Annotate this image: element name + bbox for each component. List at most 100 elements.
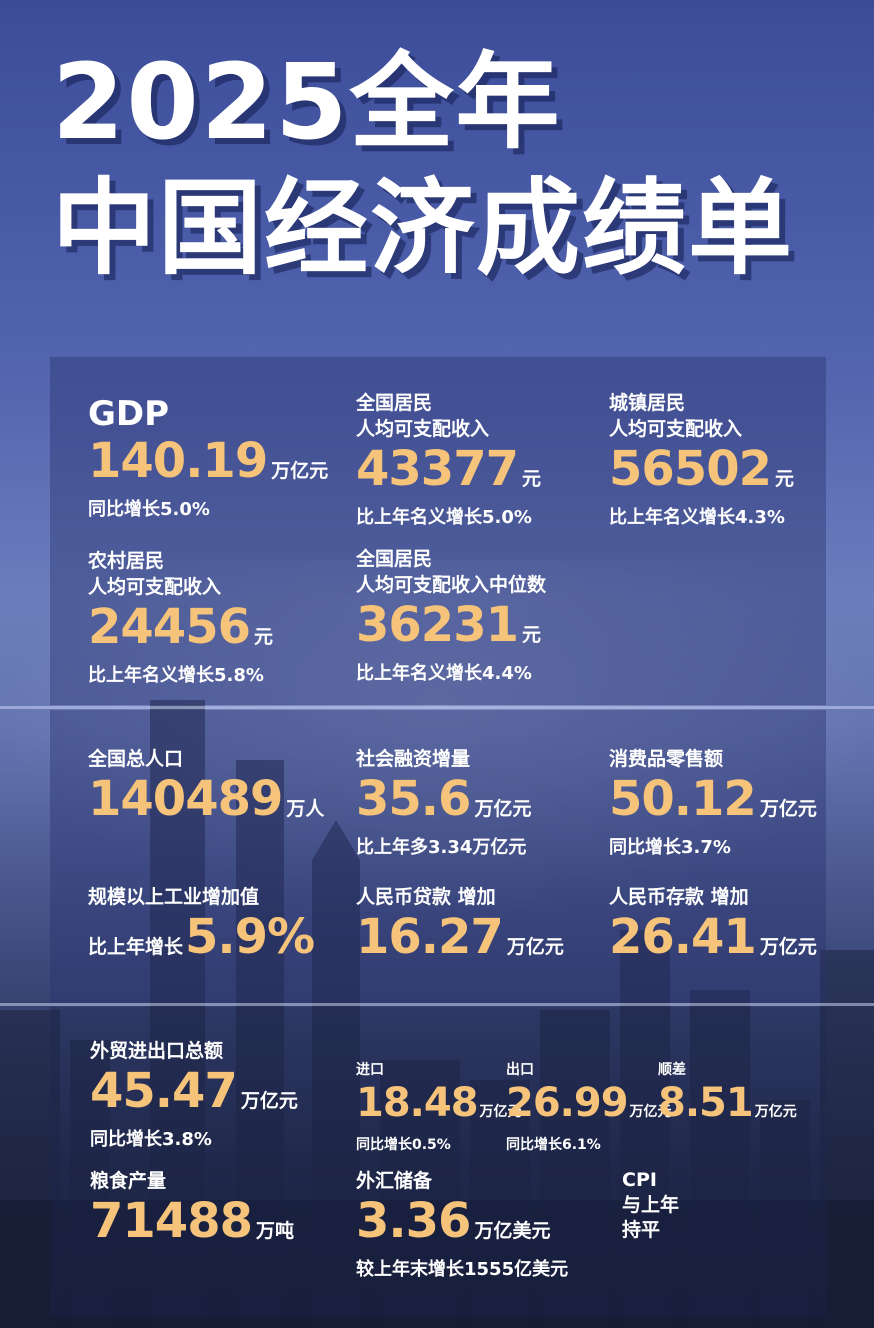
income-median-value-row: 36231 元 <box>356 598 546 662</box>
imports-note: 同比增长0.5% <box>356 1137 451 1153</box>
income-all-note: 比上年名义增长5.0% <box>356 507 532 528</box>
trade-label: 外贸进出口总额 <box>90 1040 224 1062</box>
income-all-label1: 全国居民 <box>356 392 433 414</box>
exports-label: 出口 <box>506 1062 534 1078</box>
retail-block: 消费品零售额 50.12 万亿元 同比增长3.7% <box>609 746 817 860</box>
rmb-deposits-block: 人民币存款 增加 26.41 万亿元 <box>609 884 817 974</box>
trade-unit: 万亿元 <box>240 1090 298 1112</box>
rmb-loans-block: 人民币贷款 增加 16.27 万亿元 <box>356 884 564 974</box>
imports-label: 进口 <box>356 1062 384 1078</box>
exports-block: 出口 26.99 万亿元 同比增长6.1% <box>506 1060 672 1155</box>
exports-note: 同比增长6.1% <box>506 1137 601 1153</box>
income-urban-value-row: 56502 元 <box>609 442 794 506</box>
background-glow <box>0 560 874 920</box>
population-value-row: 140489 万人 <box>88 772 324 836</box>
industry-prefix: 比上年增长 <box>88 936 184 958</box>
retail-value-row: 50.12 万亿元 <box>609 772 817 836</box>
population-block: 全国总人口 140489 万人 <box>88 746 324 836</box>
social-financing-value-row: 35.6 万亿元 <box>356 772 531 836</box>
trade-value: 45.47 <box>90 1063 238 1119</box>
fx-block: 外汇储备 3.36 万亿美元 较上年末增长1555亿美元 <box>356 1168 568 1282</box>
surplus-block: 顺差 8.51 万亿元 <box>658 1060 797 1135</box>
income-urban-block: 城镇居民 人均可支配收入 56502 元 比上年名义增长4.3% <box>609 390 794 530</box>
industry-value: 5.9% <box>185 909 315 965</box>
imports-value-row: 18.48 万亿元 <box>356 1080 522 1135</box>
income-median-block: 全国居民 人均可支配收入中位数 36231 元 比上年名义增长4.4% <box>356 546 546 686</box>
imports-block: 进口 18.48 万亿元 同比增长0.5% <box>356 1060 522 1155</box>
income-rural-label2: 人均可支配收入 <box>88 576 222 598</box>
rmb-deposits-value-row: 26.41 万亿元 <box>609 910 817 974</box>
industry-label: 规模以上工业增加值 <box>88 886 260 908</box>
retail-note: 同比增长3.7% <box>609 837 731 858</box>
fx-label: 外汇储备 <box>356 1170 433 1192</box>
income-median-label1: 全国居民 <box>356 548 433 570</box>
exports-unit: 万亿元 <box>629 1104 672 1120</box>
divider-1 <box>0 706 874 709</box>
industry-block: 规模以上工业增加值 比上年增长5.9% <box>88 884 315 965</box>
income-rural-value: 24456 <box>88 599 251 655</box>
trade-block: 外贸进出口总额 45.47 万亿元 同比增长3.8% <box>90 1038 298 1152</box>
rmb-loans-value-row: 16.27 万亿元 <box>356 910 564 974</box>
grain-value-row: 71488 万吨 <box>90 1194 294 1258</box>
income-median-note: 比上年名义增长4.4% <box>356 663 532 684</box>
income-median-value: 36231 <box>356 597 519 653</box>
cpi-line3: 持平 <box>622 1219 661 1241</box>
exports-value-row: 26.99 万亿元 <box>506 1080 672 1135</box>
gdp-value: 140.19 <box>88 433 268 489</box>
income-rural-value-row: 24456 元 <box>88 600 273 664</box>
divider-2 <box>0 1003 874 1006</box>
income-urban-label1: 城镇居民 <box>609 392 686 414</box>
rmb-loans-unit: 万亿元 <box>506 936 564 958</box>
grain-unit: 万吨 <box>256 1220 295 1242</box>
rmb-loans-value: 16.27 <box>356 909 504 965</box>
gdp-unit: 万亿元 <box>271 460 329 482</box>
cpi-block: CPI 与上年 持平 <box>622 1168 679 1243</box>
income-urban-label2: 人均可支配收入 <box>609 418 743 440</box>
social-financing-block: 社会融资增量 35.6 万亿元 比上年多3.34万亿元 <box>356 746 531 860</box>
income-all-value-row: 43377 元 <box>356 442 541 506</box>
cpi-line2: 与上年 <box>622 1194 680 1216</box>
panel-trade <box>50 1007 826 1317</box>
income-urban-value: 56502 <box>609 441 772 497</box>
rmb-deposits-label: 人民币存款 增加 <box>609 886 749 908</box>
gdp-label: GDP <box>88 394 170 434</box>
social-financing-note: 比上年多3.34万亿元 <box>356 837 527 858</box>
income-median-unit: 元 <box>522 624 542 646</box>
income-rural-block: 农村居民 人均可支配收入 24456 元 比上年名义增长5.8% <box>88 548 273 688</box>
imports-unit: 万亿元 <box>479 1104 522 1120</box>
income-rural-note: 比上年名义增长5.8% <box>88 665 264 686</box>
surplus-value: 8.51 <box>658 1080 754 1126</box>
population-label: 全国总人口 <box>88 748 184 770</box>
grain-block: 粮食产量 71488 万吨 <box>90 1168 294 1258</box>
grain-value: 71488 <box>90 1193 253 1249</box>
income-all-unit: 元 <box>522 468 542 490</box>
income-all-value: 43377 <box>356 441 519 497</box>
social-financing-unit: 万亿元 <box>474 798 532 820</box>
industry-value-row: 比上年增长5.9% <box>88 909 315 965</box>
income-all-block: 全国居民 人均可支配收入 43377 元 比上年名义增长5.0% <box>356 390 541 530</box>
income-rural-label1: 农村居民 <box>88 550 165 572</box>
income-rural-unit: 元 <box>254 626 274 648</box>
population-value: 140489 <box>88 771 283 827</box>
income-all-label2: 人均可支配收入 <box>356 418 490 440</box>
imports-value: 18.48 <box>356 1080 479 1126</box>
social-financing-label: 社会融资增量 <box>356 748 471 770</box>
fx-value-row: 3.36 万亿美元 <box>356 1194 568 1258</box>
exports-value: 26.99 <box>506 1080 629 1126</box>
fx-value: 3.36 <box>356 1193 471 1249</box>
income-urban-note: 比上年名义增长4.3% <box>609 507 785 528</box>
gdp-note: 同比增长5.0% <box>88 499 210 520</box>
surplus-unit: 万亿元 <box>754 1104 797 1120</box>
fx-unit: 万亿美元 <box>474 1220 551 1242</box>
trade-value-row: 45.47 万亿元 <box>90 1064 298 1128</box>
panel-income <box>50 357 826 705</box>
rmb-loans-label: 人民币贷款 增加 <box>356 886 496 908</box>
surplus-label: 顺差 <box>658 1062 686 1078</box>
gdp-block: GDP 140.19 万亿元 同比增长5.0% <box>88 394 328 522</box>
trade-note: 同比增长3.8% <box>90 1129 212 1150</box>
panel-finance <box>50 710 826 1003</box>
title-year: 2025全年 <box>52 41 562 163</box>
title-main: 中国经济成绩单 <box>52 167 795 289</box>
